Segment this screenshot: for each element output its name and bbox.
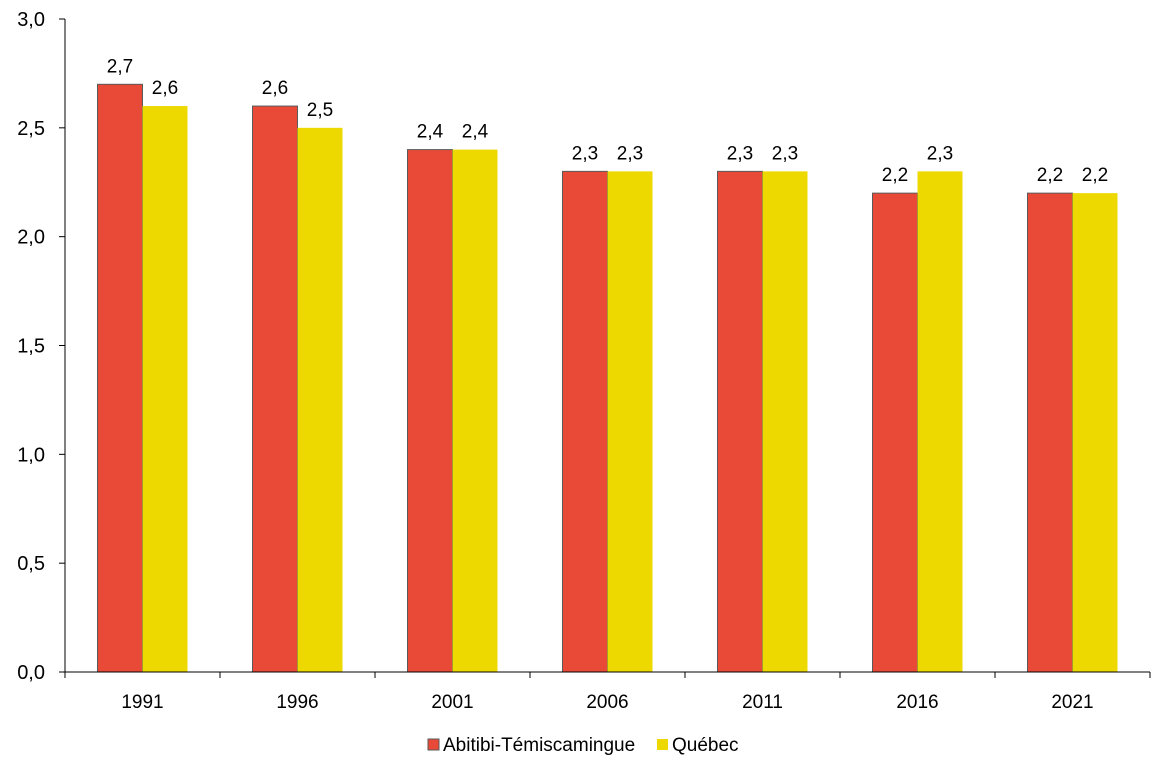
data-label-abitibi-1996: 2,6: [262, 78, 288, 99]
bars: [97, 83, 1118, 673]
legend-label-quebec: Québec: [672, 735, 739, 756]
data-label-quebec-2016: 2,3: [927, 143, 953, 164]
bar-abitibi-2001: [407, 149, 453, 673]
data-label-abitibi-2011: 2,3: [727, 143, 753, 164]
bar-abitibi-2011: [717, 170, 763, 673]
bar-quebec-2021: [1072, 193, 1118, 672]
data-label-abitibi-2001: 2,4: [417, 122, 444, 143]
bar-abitibi-2021: [1027, 192, 1073, 673]
x-tick-label: 1996: [276, 692, 318, 713]
y-tick-label: 0,0: [17, 662, 45, 684]
data-label-quebec-2021: 2,2: [1082, 165, 1108, 186]
bar-abitibi-1991: [97, 83, 143, 673]
data-label-abitibi-1991: 2,7: [107, 56, 133, 77]
data-label-abitibi-2006: 2,3: [572, 143, 598, 164]
bar-abitibi-1996: [252, 105, 298, 673]
data-label-abitibi-2016: 2,2: [882, 165, 908, 186]
legend-swatch-abitibi: [427, 738, 440, 751]
data-label-abitibi-2021: 2,2: [1037, 165, 1063, 186]
bar-quebec-2011: [762, 171, 808, 672]
bar-abitibi-2006: [562, 170, 608, 673]
y-tick-label: 1,0: [17, 444, 45, 466]
x-tick-label: 2021: [1051, 692, 1093, 713]
data-label-quebec-2001: 2,4: [462, 122, 489, 143]
bar-quebec-2016: [917, 171, 963, 672]
legend: Abitibi-Témiscamingue Québec: [427, 735, 739, 756]
data-label-quebec-2011: 2,3: [772, 143, 798, 164]
legend-label-abitibi: Abitibi-Témiscamingue: [443, 735, 635, 756]
y-axis: 0,0 0,5 1,0 1,5 2,0 2,5 3,0: [17, 9, 66, 684]
x-tick-label: 2006: [586, 692, 628, 713]
bar-quebec-1991: [142, 106, 188, 673]
x-tick-label: 2016: [896, 692, 938, 713]
legend-swatch-quebec: [657, 739, 668, 750]
bar-quebec-1996: [297, 127, 343, 673]
bar-quebec-2006: [607, 171, 653, 672]
y-tick-label: 1,5: [17, 336, 45, 358]
x-tick-label: 2011: [742, 692, 783, 713]
bar-quebec-2001: [452, 149, 498, 673]
y-tick-label: 3,0: [17, 9, 45, 31]
x-tick-label: 2001: [431, 692, 473, 713]
y-tick-label: 2,0: [17, 227, 45, 249]
y-tick-label: 0,5: [17, 553, 45, 575]
x-axis: 1991 1996 2001 2006 2011 2016 2021: [64, 671, 1151, 713]
data-labels: 2,7 2,6 2,6 2,5 2,4 2,4 2,3 2,3 2,3 2,3 2,2 2,3 2,2 2…: [107, 56, 1108, 186]
data-label-quebec-1996: 2,5: [307, 100, 333, 121]
y-tick-label: 2,5: [17, 118, 45, 140]
x-tick-label: 1991: [121, 692, 163, 713]
data-label-quebec-1991: 2,6: [152, 78, 178, 99]
data-label-quebec-2006: 2,3: [617, 143, 643, 164]
bar-abitibi-2016: [872, 192, 918, 673]
